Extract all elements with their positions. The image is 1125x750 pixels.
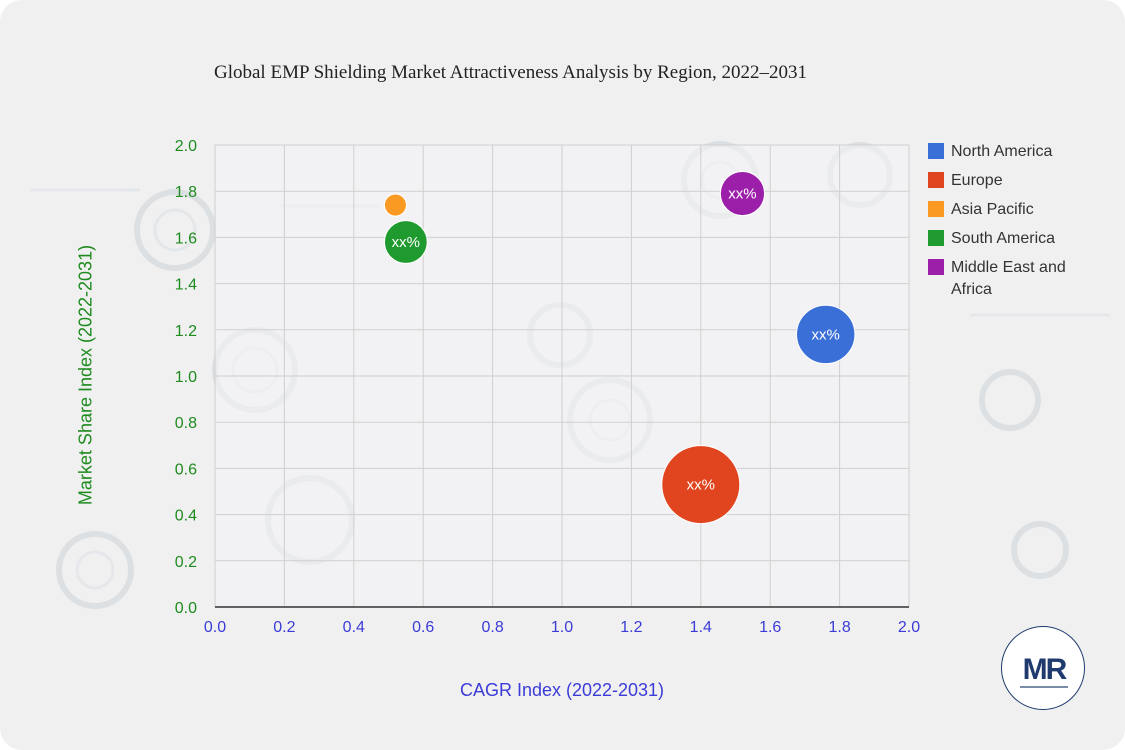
legend: North America Europe Asia Pacific South Ame… bbox=[928, 141, 1098, 308]
x-tick-label: 0.4 bbox=[343, 619, 365, 636]
bubble-north-america[interactable]: xx% bbox=[796, 304, 856, 365]
legend-item[interactable]: Asia Pacific bbox=[928, 199, 1098, 221]
legend-item[interactable]: Europe bbox=[928, 170, 1098, 192]
legend-label: Europe bbox=[951, 172, 1003, 189]
legend-swatch bbox=[928, 201, 944, 217]
bubble-middle-east-and-africa[interactable]: xx% bbox=[719, 170, 766, 217]
y-tick-label: 1.6 bbox=[175, 230, 197, 247]
y-tick-label: 1.8 bbox=[175, 184, 197, 201]
y-tick-label: 0.6 bbox=[175, 461, 197, 478]
y-tick-label: 1.0 bbox=[175, 369, 197, 386]
grid bbox=[214, 144, 910, 608]
bubble-data-label: xx% bbox=[687, 477, 715, 494]
legend-label: South America bbox=[951, 230, 1056, 247]
y-tick-label: 0.4 bbox=[175, 508, 197, 525]
bubble-asia-pacific[interactable] bbox=[383, 193, 407, 217]
legend-label: Middle East and Africa bbox=[951, 259, 1066, 298]
bubble-data-label: xx% bbox=[392, 234, 420, 251]
legend-swatch bbox=[928, 143, 944, 159]
legend-swatch bbox=[928, 172, 944, 188]
y-tick-label: 1.2 bbox=[175, 323, 197, 340]
bubble-south-america[interactable]: xx% bbox=[383, 220, 428, 264]
legend-swatch bbox=[928, 259, 944, 275]
x-tick-label: 0.6 bbox=[412, 619, 434, 636]
bubble-europe[interactable]: xx% bbox=[661, 445, 741, 525]
x-tick-label: 1.6 bbox=[759, 619, 781, 636]
y-tick-label: 1.4 bbox=[175, 277, 197, 294]
legend-label: North America bbox=[951, 143, 1053, 160]
y-tick-label: 2.0 bbox=[175, 138, 197, 155]
x-tick-label: 1.0 bbox=[551, 619, 573, 636]
x-tick-label: 1.2 bbox=[620, 619, 642, 636]
chart-title: Global EMP Shielding Market Attractivene… bbox=[214, 62, 807, 83]
x-tick-label: 0.2 bbox=[273, 619, 295, 636]
x-tick-label: 0.0 bbox=[204, 619, 226, 636]
x-tick-label: 2.0 bbox=[898, 619, 920, 636]
x-tick-label: 1.8 bbox=[828, 619, 850, 636]
y-tick-label: 0.0 bbox=[175, 600, 197, 617]
bubble-point[interactable] bbox=[796, 304, 856, 365]
y-tick-label: 0.2 bbox=[175, 554, 197, 571]
legend-item[interactable]: South America bbox=[928, 228, 1098, 250]
bubble-point[interactable] bbox=[383, 193, 407, 217]
bubble-point[interactable] bbox=[383, 220, 428, 264]
legend-item[interactable]: Middle East and Africa bbox=[928, 257, 1098, 301]
y-axis-label: Market Share Index (2022-2031) bbox=[75, 244, 96, 506]
legend-swatch bbox=[928, 230, 944, 246]
bubble-point[interactable] bbox=[719, 170, 766, 217]
logo-text: MR bbox=[1023, 653, 1068, 686]
bubble-data-label: xx% bbox=[728, 186, 756, 203]
mr-logo-icon: MR bbox=[1001, 626, 1085, 710]
y-axis-ticks: 0.0 0.2 0.4 0.6 0.8 1.0 1.2 1.4 1.6 1.8 2.0 bbox=[175, 138, 197, 617]
x-axis-label: CAGR Index (2022-2031) bbox=[459, 680, 665, 700]
bubble-point[interactable] bbox=[661, 445, 741, 525]
x-axis-ticks: 0.0 0.2 0.4 0.6 0.8 1.0 1.2 1.4 1.6 1.8 2.0 bbox=[204, 619, 920, 636]
x-tick-label: 0.8 bbox=[481, 619, 503, 636]
x-tick-label: 1.4 bbox=[690, 619, 712, 636]
bubble-data-label: xx% bbox=[812, 326, 840, 343]
legend-item[interactable]: North America bbox=[928, 141, 1098, 163]
legend-label: Asia Pacific bbox=[951, 201, 1034, 218]
y-tick-label: 0.8 bbox=[175, 415, 197, 432]
bubble-series: xx% xx% xx% xx% bbox=[383, 170, 856, 525]
